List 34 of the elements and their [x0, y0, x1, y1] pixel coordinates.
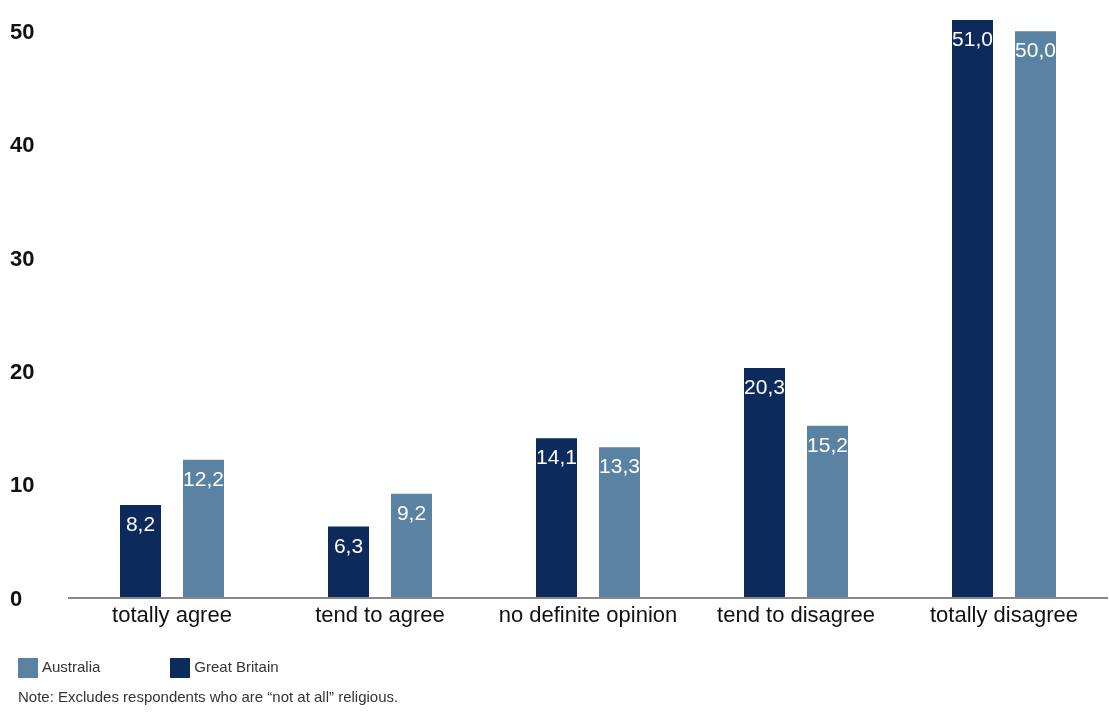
x-tick-label: totally agree [112, 601, 232, 627]
bar [1015, 31, 1056, 598]
bar [536, 438, 577, 598]
bar [183, 459, 224, 598]
bar [744, 367, 785, 598]
bar [807, 425, 848, 598]
data-label: 9,2 [396, 500, 427, 524]
x-tick-label: tend to agree [315, 601, 445, 627]
data-label: 13,3 [599, 454, 640, 478]
bar [952, 20, 993, 598]
x-tick-label: totally disagree [930, 601, 1078, 627]
y-tick-label: 20 [10, 359, 35, 385]
data-label: 14,1 [536, 445, 577, 469]
data-label: 6,3 [333, 533, 364, 557]
data-label: 20,3 [744, 374, 785, 398]
data-label: 51,0 [952, 27, 993, 50]
y-tick-label: 10 [10, 472, 35, 498]
bar [328, 526, 369, 598]
y-tick-label: 0 [10, 585, 23, 611]
legend-label: Great Britain [194, 657, 279, 675]
legend-label: Australia [42, 657, 101, 675]
y-tick-label: 30 [10, 245, 35, 271]
x-tick-label: tend to disagree [717, 601, 875, 627]
bar [120, 505, 161, 598]
data-label: 12,2 [183, 466, 224, 490]
y-tick-label: 50 [10, 19, 35, 45]
y-tick-label: 40 [10, 132, 35, 158]
data-label: 15,2 [807, 432, 848, 456]
data-label: 50,0 [1015, 38, 1056, 62]
data-label: 8,2 [125, 512, 156, 536]
bar [391, 493, 432, 598]
text: Note: Excludes respondents who are “not at all” religious. [17, 688, 400, 705]
bar [599, 447, 640, 598]
x-tick-label: no definite opinion [498, 601, 678, 627]
